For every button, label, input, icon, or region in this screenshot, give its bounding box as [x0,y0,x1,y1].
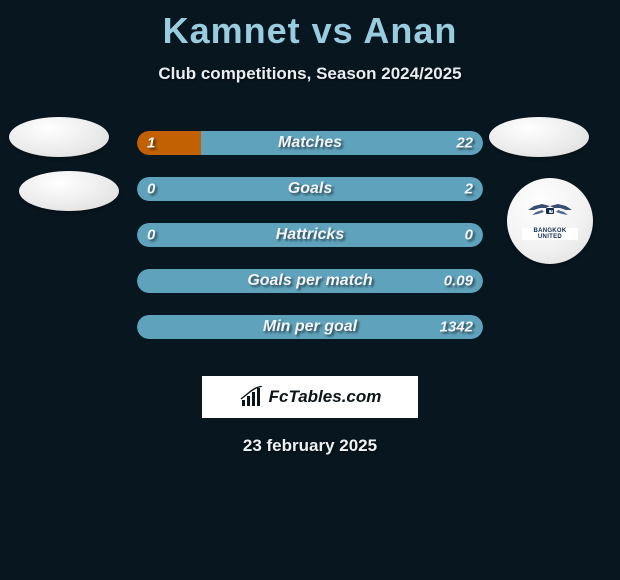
bar-track: 02Goals [137,177,483,201]
wings-icon: BU [522,202,578,230]
bar-track: 122Matches [137,131,483,155]
brand-chart-icon [239,386,265,408]
stat-right-value: 22 [456,135,473,152]
stat-right-value: 1342 [440,319,473,336]
stat-right-value: 2 [465,181,473,198]
date-label: 23 february 2025 [0,436,620,456]
bar-right [137,315,483,339]
stat-row: 1342Min per goal [0,304,620,350]
bar-track: 0.09Goals per match [137,269,483,293]
brand-text: FcTables.com [269,387,382,407]
bar-right [137,269,483,293]
club-badge-inner: BUBANGKOK UNITED [522,202,578,240]
stat-right-value: 0.09 [444,273,473,290]
bar-right [137,177,483,201]
brand-box: FcTables.com [202,376,418,418]
stat-right-value: 0 [465,227,473,244]
bar-right [201,131,483,155]
bar-track: 1342Min per goal [137,315,483,339]
stat-left-value: 0 [147,181,155,198]
club-badge-right_top [489,117,589,157]
stat-left-value: 0 [147,227,155,244]
bar-track: 00Hattricks [137,223,483,247]
page-title: Kamnet vs Anan [0,0,620,52]
stat-left-value: 1 [147,135,155,152]
club-badge-left_mid [19,171,119,211]
subtitle: Club competitions, Season 2024/2025 [0,64,620,84]
bar-right [137,223,483,247]
club-badge-right_club: BUBANGKOK UNITED [507,178,593,264]
club-badge-left_top [9,117,109,157]
stat-row: 0.09Goals per match [0,258,620,304]
